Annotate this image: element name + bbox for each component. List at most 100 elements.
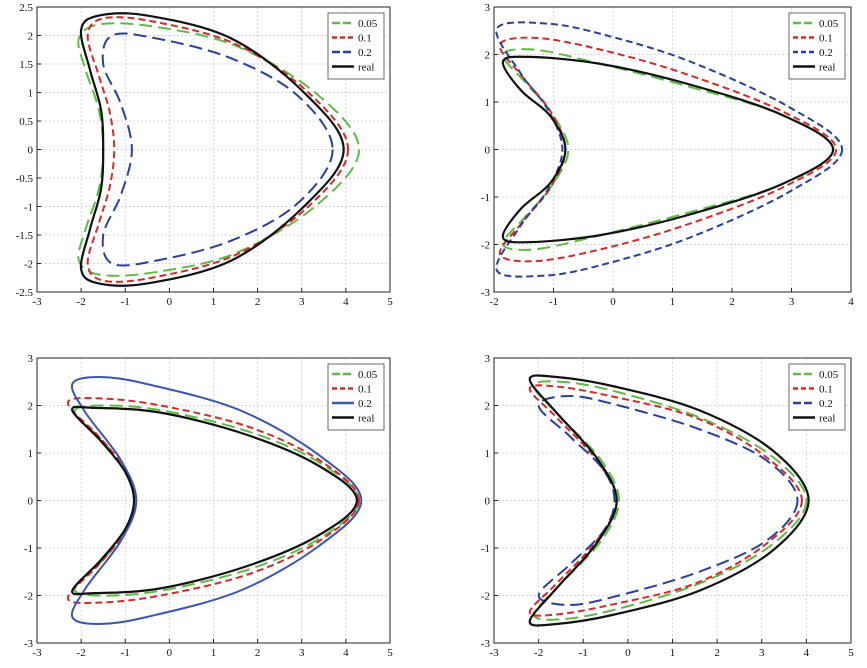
y-tick-label: 0: [28, 145, 34, 157]
x-tick-label: 4: [343, 296, 349, 308]
legend-label-0.2: 0.2: [819, 398, 833, 410]
series-curve-0.2: [101, 32, 334, 267]
series-curve-real: [79, 12, 345, 287]
x-tick-label: 0: [625, 647, 631, 659]
legend-label-0.05: 0.05: [819, 369, 839, 381]
y-tick-label: 1: [485, 97, 491, 109]
x-tick-label: 1: [670, 647, 676, 659]
legend-label-real: real: [819, 62, 835, 74]
plot-panel-1: -3 -2 -1 0 1 2 3 4 5 -2.5 -2 -1.5 -1 -0.5 0 0.5 1 1.5 2 2.5…: [16, 2, 394, 308]
y-tick-label: -3: [481, 287, 491, 299]
x-tick-label: -2: [489, 296, 498, 308]
x-tick-label: -1: [549, 296, 558, 308]
x-tick-label: 1: [211, 296, 217, 308]
series-curve-0.05: [533, 380, 808, 621]
x-tick-label: -1: [121, 647, 130, 659]
x-tick-label: -3: [32, 296, 42, 308]
y-tick-label: 3: [28, 353, 34, 365]
x-tick-label: 3: [299, 296, 305, 308]
x-tick-label: 4: [804, 647, 810, 659]
x-tick-label: 3: [789, 296, 795, 308]
legend: 0.05 0.1 0.2 real: [788, 12, 846, 80]
y-tick-label: -2: [24, 259, 33, 271]
series-curve-0.2: [495, 21, 844, 278]
x-tick-label: -2: [77, 296, 86, 308]
x-tick-label: 4: [343, 647, 349, 659]
x-tick-label: 1: [670, 296, 676, 308]
y-tick-label: 1: [485, 448, 491, 460]
y-tick-label: 2: [485, 50, 491, 62]
legend-label-0.1: 0.1: [819, 384, 833, 396]
series-curve-real: [71, 405, 359, 596]
y-tick-label: -0.5: [16, 173, 34, 185]
y-tick-label: -3: [24, 638, 34, 650]
legend-label-real: real: [358, 413, 374, 425]
x-tick-label: -2: [77, 647, 86, 659]
series-curve-0.2: [537, 394, 799, 607]
y-tick-label: -1: [24, 202, 33, 214]
legend-label-0.05: 0.05: [358, 18, 378, 30]
legend-label-real: real: [819, 413, 835, 425]
legend: 0.05 0.1 0.2 real: [327, 363, 385, 431]
legend-label-0.2: 0.2: [358, 398, 372, 410]
plot-panel-3: -3 -2 -1 0 1 2 3 4 5 -3 -2 -1 0 1 2 3 0.05 0.1 0.2 real: [24, 353, 393, 659]
x-tick-label: -3: [32, 647, 42, 659]
y-tick-label: -2: [481, 591, 490, 603]
x-tick-label: -1: [579, 647, 588, 659]
plot-panel-4: -3 -2 -1 0 1 2 3 4 5 -3 -2 -1 0 1 2 3 0.05 0.1 0.2 real: [481, 353, 854, 659]
x-tick-label: 5: [387, 296, 393, 308]
legend: 0.05 0.1 0.2 real: [327, 12, 385, 80]
legend-label-0.2: 0.2: [358, 47, 372, 59]
x-tick-label: 2: [714, 647, 720, 659]
x-tick-label: 2: [729, 296, 735, 308]
x-tick-label: 5: [848, 647, 854, 659]
series-curve-0.1: [86, 16, 350, 283]
y-tick-label: 0: [485, 496, 491, 508]
series-curve-0.05: [501, 48, 835, 251]
legend-label-0.2: 0.2: [819, 47, 833, 59]
y-tick-label: -3: [481, 638, 491, 650]
x-tick-label: -2: [534, 647, 543, 659]
y-tick-label: -2: [24, 591, 33, 603]
y-tick-label: 0.5: [19, 116, 33, 128]
y-tick-label: 0: [485, 145, 491, 157]
legend: 0.05 0.1 0.2 real: [788, 363, 846, 431]
y-tick-label: -1: [24, 543, 33, 555]
x-tick-label: 2: [255, 647, 261, 659]
y-tick-label: -2.5: [16, 287, 34, 299]
x-tick-label: -3: [489, 647, 499, 659]
x-tick-label: 0: [610, 296, 616, 308]
y-tick-label: 2: [28, 31, 34, 43]
y-tick-label: 2: [28, 401, 34, 413]
x-tick-label: 1: [211, 647, 217, 659]
y-tick-label: 1: [28, 448, 34, 460]
legend-label-0.1: 0.1: [819, 33, 833, 45]
y-tick-label: -2: [481, 240, 490, 252]
series-curve-0.2: [70, 375, 363, 626]
y-tick-label: 3: [485, 2, 491, 14]
legend-label-real: real: [358, 62, 374, 74]
y-tick-label: 2.5: [19, 2, 33, 14]
y-tick-label: 0: [28, 496, 34, 508]
legend-label-0.05: 0.05: [358, 369, 378, 381]
legend-label-0.05: 0.05: [819, 18, 839, 30]
x-tick-label: 4: [848, 296, 854, 308]
y-tick-label: 2: [485, 401, 491, 413]
series-curve-real: [501, 55, 835, 244]
x-tick-label: 5: [387, 647, 393, 659]
legend-label-0.1: 0.1: [358, 384, 372, 396]
y-tick-label: 1.5: [19, 59, 33, 71]
x-tick-label: -1: [121, 296, 130, 308]
y-tick-label: -1.5: [16, 230, 34, 242]
legend-label-0.1: 0.1: [358, 33, 372, 45]
x-tick-label: 3: [759, 647, 765, 659]
y-tick-label: 3: [485, 353, 491, 365]
x-tick-label: 0: [167, 296, 173, 308]
y-tick-label: -1: [481, 192, 490, 204]
x-tick-label: 2: [255, 296, 261, 308]
y-tick-label: 1: [28, 88, 34, 100]
x-tick-label: 3: [299, 647, 305, 659]
series-curve-real: [528, 374, 810, 627]
